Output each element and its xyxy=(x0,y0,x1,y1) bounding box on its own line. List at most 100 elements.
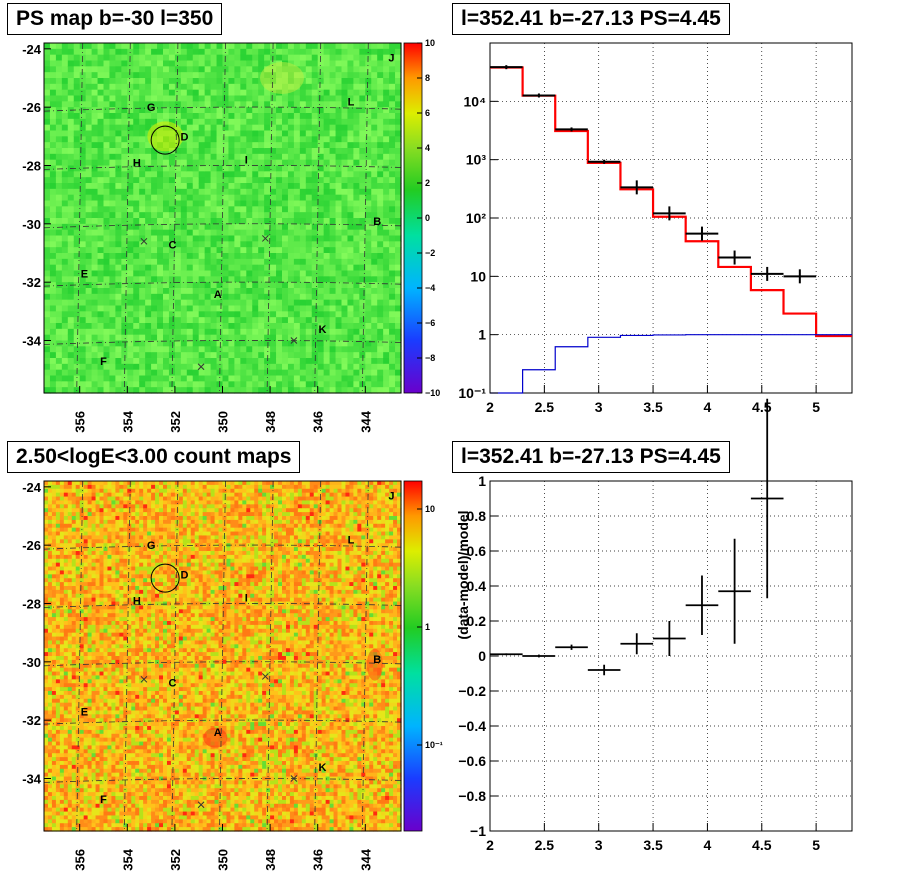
x-tick-label: 350 xyxy=(216,849,231,871)
x-tick-label: 4.5 xyxy=(752,837,772,853)
source-cross-marker xyxy=(140,237,148,245)
y-tick-label: 0.8 xyxy=(467,508,487,524)
source-label-C: C xyxy=(169,239,177,251)
grid-line xyxy=(219,42,226,394)
y-tick-label: -28 xyxy=(22,597,41,612)
source-label-B: B xyxy=(373,654,381,666)
spectrum-title: l=352.41 b=-27.13 PS=4.45 xyxy=(452,3,730,35)
grid-line xyxy=(43,719,402,725)
source-label-C: C xyxy=(169,677,177,689)
grid-line xyxy=(76,42,84,394)
source-label-K: K xyxy=(318,762,326,774)
colorbar-tick-label: 10 xyxy=(425,504,435,514)
ps-circle-marker xyxy=(150,563,180,593)
x-tick-label: 4 xyxy=(704,837,712,853)
x-tick-label: 356 xyxy=(73,411,88,433)
grid-line xyxy=(361,42,369,394)
y-tick-label: -26 xyxy=(22,100,41,115)
x-tick-label: 2 xyxy=(486,399,494,415)
x-tick-label: 352 xyxy=(168,411,183,433)
grid-line xyxy=(43,223,402,229)
colorbar-tick-label: 4 xyxy=(425,143,430,153)
y-tick-label: −0.8 xyxy=(458,788,486,804)
colorbar-tick-label: 8 xyxy=(425,73,430,83)
x-tick-label: 346 xyxy=(311,411,326,433)
grid-line xyxy=(123,480,131,832)
x-tick-label: 4 xyxy=(704,399,712,415)
source-cross-marker xyxy=(140,675,148,683)
residual-y-axis-label: (data-model)/model xyxy=(455,510,471,639)
y-tick-label: 10⁻¹ xyxy=(458,385,486,401)
colorbar xyxy=(403,480,423,832)
x-tick-label: 352 xyxy=(168,849,183,871)
grid-line xyxy=(171,480,179,832)
x-tick-label: 2.5 xyxy=(535,837,555,853)
source-label-K: K xyxy=(318,324,326,336)
x-tick-label: 3 xyxy=(595,837,603,853)
grid-line xyxy=(43,165,402,170)
source-label-J: J xyxy=(388,53,394,65)
source-label-E: E xyxy=(81,706,88,718)
colorbar-tick-label: 2 xyxy=(425,178,430,188)
colorbar-tick-label: −4 xyxy=(425,283,435,293)
x-tick-label: 2.5 xyxy=(535,399,555,415)
count-map-title: 2.50<logE<3.00 count maps xyxy=(7,441,301,473)
y-tick-label: -32 xyxy=(22,275,41,290)
grid-line xyxy=(43,106,402,112)
y-tick-label: 0.4 xyxy=(467,578,487,594)
x-tick-label: 3 xyxy=(595,399,603,415)
x-tick-label: 344 xyxy=(358,848,373,870)
y-tick-label: -30 xyxy=(22,217,41,232)
grid-line xyxy=(43,603,402,608)
source-label-D: D xyxy=(180,569,188,581)
x-tick-label: 5 xyxy=(812,837,820,853)
grid-line xyxy=(43,544,402,550)
grid-line xyxy=(314,480,322,832)
source-cross-marker xyxy=(197,801,205,809)
colorbar-tick-label: −8 xyxy=(425,353,435,363)
grid-line xyxy=(171,42,179,394)
source-label-D: D xyxy=(180,131,188,143)
y-tick-label: 10² xyxy=(466,210,487,226)
x-tick-label: 348 xyxy=(263,411,278,433)
source-label-H: H xyxy=(133,596,141,608)
source-label-F: F xyxy=(100,356,107,368)
source-label-H: H xyxy=(133,158,141,170)
y-tick-label: −0.6 xyxy=(458,753,486,769)
source-label-J: J xyxy=(388,491,394,503)
colorbar-tick-label: 1 xyxy=(425,622,430,632)
grid-line xyxy=(219,480,226,832)
colorbar-tick-label: −10 xyxy=(425,388,440,398)
colorbar-tick-label: 6 xyxy=(425,108,430,118)
grid-line xyxy=(314,42,322,394)
source-label-G: G xyxy=(147,102,156,114)
y-tick-label: 10³ xyxy=(466,152,487,168)
x-tick-label: 348 xyxy=(263,849,278,871)
grid-line xyxy=(43,661,402,667)
source-cross-marker xyxy=(261,235,269,242)
source-label-A: A xyxy=(214,727,222,739)
y-tick-label: -34 xyxy=(22,334,42,349)
y-tick-label: 10 xyxy=(470,268,486,284)
x-tick-label: 5 xyxy=(812,399,820,415)
y-tick-label: -26 xyxy=(22,538,41,553)
y-tick-label: −0.4 xyxy=(458,718,486,734)
source-label-B: B xyxy=(373,216,381,228)
source-label-I: I xyxy=(245,155,248,167)
colorbar-tick-label: −2 xyxy=(425,248,435,258)
y-tick-label: 1 xyxy=(478,473,486,489)
x-tick-label: 344 xyxy=(358,410,373,432)
y-tick-label: 0.6 xyxy=(467,543,487,559)
colorbar-tick-label: 0 xyxy=(425,213,430,223)
y-tick-label: -24 xyxy=(22,42,42,57)
grid-line xyxy=(123,42,131,394)
cnt-heatmap xyxy=(44,481,402,832)
x-tick-label: 354 xyxy=(120,410,135,432)
grid-line xyxy=(361,480,369,832)
colorbar-tick-label: −6 xyxy=(425,318,435,328)
x-tick-label: 2 xyxy=(486,837,494,853)
ps-heatmap xyxy=(44,43,402,394)
grid-line xyxy=(266,480,274,832)
grid-line xyxy=(266,42,274,394)
